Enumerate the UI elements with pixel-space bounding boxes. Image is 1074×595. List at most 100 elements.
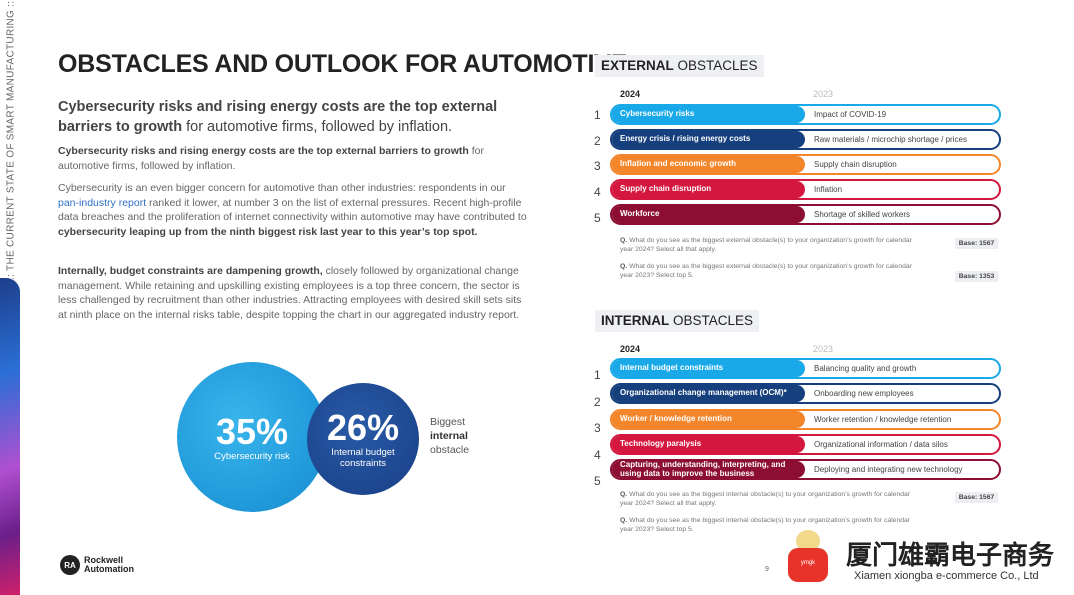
rank-number: 4 xyxy=(594,185,601,199)
paragraph-1: Cybersecurity risks and rising energy co… xyxy=(58,144,528,173)
mascot-shirt-text: ymgk xyxy=(788,548,828,582)
stat-circle-cybersecurity: 35% Cybersecurity risk xyxy=(177,362,327,512)
pan-industry-report-link[interactable]: pan-industry report xyxy=(58,196,147,209)
obstacle-row: Workforce Shortage of skilled workers xyxy=(610,204,1001,225)
watermark-en: Xiamen xiongba e-commerce Co., Ltd xyxy=(854,570,1039,582)
external-header: EXTERNAL OBSTACLES xyxy=(595,55,764,77)
question-prefix: Q. xyxy=(620,237,628,244)
obstacle-2024: Organizational change management (OCM)* xyxy=(612,385,805,402)
lead-bold: Cybersecurity risks and rising energy co… xyxy=(58,99,498,135)
obstacle-row: Technology paralysis Organizational infor… xyxy=(610,434,1001,455)
obstacle-row: Capturing, understanding, interpreting, … xyxy=(610,459,1001,480)
lead-paragraph: Cybersecurity risks and rising energy co… xyxy=(58,97,518,137)
obstacle-2023: Deploying and integrating new technology xyxy=(814,465,963,474)
stat-label: Internal budget constraints xyxy=(331,447,395,469)
stat-caption: Biggest internal obstacle xyxy=(430,415,469,457)
base-badge: Base: 1353 xyxy=(955,271,998,282)
paragraph-2: Cybersecurity is an even bigger concern … xyxy=(58,181,528,239)
obstacle-2024: Internal budget constraints xyxy=(612,360,805,377)
internal-header-bold: INTERNAL xyxy=(601,313,670,328)
obstacle-2024: Workforce xyxy=(612,206,805,223)
title-light: OBSTACLES xyxy=(58,50,215,78)
stat-label: Cybersecurity risk xyxy=(214,450,290,462)
obstacle-row: Organizational change management (OCM)* O… xyxy=(610,383,1001,404)
question-prefix: Q. xyxy=(620,517,628,524)
obstacle-2023: Supply chain disruption xyxy=(814,160,897,169)
base-badge: Base: 1567 xyxy=(955,492,998,503)
obstacle-2023: Organizational information / data silos xyxy=(814,440,948,449)
obstacle-row: Worker / knowledge retention Worker reten… xyxy=(610,409,1001,430)
stat-circle-budget: 26% Internal budget constraints xyxy=(307,383,419,495)
logo-mark-icon: RA xyxy=(60,555,80,575)
rank-number: 2 xyxy=(594,134,601,148)
internal-header-rest: OBSTACLES xyxy=(669,313,754,328)
watermark: ymgk 厦门雄霸电子商务 Xiamen xiongba e-commerce C… xyxy=(778,530,1054,592)
rank-number: 1 xyxy=(594,368,601,382)
caption-bold: internal xyxy=(430,430,468,442)
obstacle-row: Supply chain disruption Inflation xyxy=(610,179,1001,200)
year-2024-label: 2024 xyxy=(620,344,641,354)
year-2024-label: 2024 xyxy=(620,89,641,99)
survey-question: Q. What do you see as the biggest intern… xyxy=(620,517,920,534)
year-2023-label: 2023 xyxy=(813,344,834,354)
lead-rest: for automotive firms, followed by inflat… xyxy=(182,119,453,135)
question-text: What do you see as the biggest external … xyxy=(620,263,912,279)
watermark-cn: 厦门雄霸电子商务 xyxy=(846,540,1055,570)
obstacle-row: Cybersecurity risks Impact of COVID-19 xyxy=(610,104,1001,125)
survey-question: Q. What do you see as the biggest extern… xyxy=(620,263,920,280)
decorative-gradient-panel xyxy=(0,278,20,595)
obstacle-2024: Technology paralysis xyxy=(612,436,805,453)
rank-number: 1 xyxy=(594,108,601,122)
external-header-bold: EXTERNAL xyxy=(601,58,674,73)
obstacle-2024: Energy crisis / rising energy costs xyxy=(612,131,805,148)
logo-line2: Automation xyxy=(84,564,134,574)
question-prefix: Q. xyxy=(620,491,628,498)
obstacle-2023: Onboarding new employees xyxy=(814,389,914,398)
p1-rest: for automotive firms, followed by inflat… xyxy=(58,145,484,172)
obstacle-2024: Worker / knowledge retention xyxy=(612,411,805,428)
question-text: What do you see as the biggest internal … xyxy=(620,517,911,533)
obstacle-2023: Impact of COVID-19 xyxy=(814,110,887,119)
p1-bold: Cybersecurity risks and rising energy co… xyxy=(58,145,469,157)
obstacle-2023: Shortage of skilled workers xyxy=(814,210,911,219)
obstacle-2023: Raw materials / microchip shortage / pri… xyxy=(814,135,967,144)
p2-a: Cybersecurity is an even bigger concern … xyxy=(58,182,506,194)
title-bold: AND OUTLOOK FOR AUTOMOTIVE xyxy=(214,50,628,78)
question-text: What do you see as the biggest external … xyxy=(620,237,912,253)
base-badge: Base: 1567 xyxy=(955,238,998,249)
rank-number: 3 xyxy=(594,421,601,435)
obstacle-row: Energy crisis / rising energy costs Raw m… xyxy=(610,129,1001,150)
question-text: What do you see as the biggest internal … xyxy=(620,491,911,507)
rank-number: 4 xyxy=(594,448,601,462)
page-number: 9 xyxy=(765,566,769,573)
paragraph-3: Internally, budget constraints are dampe… xyxy=(58,264,528,322)
obstacle-2023: Worker retention / knowledge retention xyxy=(814,415,952,424)
obstacle-2024: Inflation and economic growth xyxy=(612,156,805,173)
page-title: OBSTACLES AND OUTLOOK FOR AUTOMOTIVE xyxy=(58,50,627,79)
caption-a: Biggest xyxy=(430,416,466,428)
obstacle-2024: Cybersecurity risks xyxy=(612,106,805,123)
sidebar-report-title: :: THE CURRENT STATE OF SMART MANUFACTUR… xyxy=(5,0,17,280)
caption-b: obstacle xyxy=(430,444,470,456)
rank-number: 5 xyxy=(594,474,601,488)
p2-bold: cybersecurity leaping up from the ninth … xyxy=(58,225,478,238)
rockwell-logo: RA Rockwell Automation xyxy=(60,555,134,575)
stat-value: 35% xyxy=(215,410,289,452)
obstacle-2023: Inflation xyxy=(814,185,843,194)
logo-line1: Rockwell xyxy=(84,555,124,565)
p3-bold: Internally, budget constraints are dampe… xyxy=(58,265,323,277)
internal-header: INTERNAL OBSTACLES xyxy=(595,310,760,332)
stat-value: 26% xyxy=(326,407,400,448)
obstacle-row: Internal budget constraints Balancing qua… xyxy=(610,358,1001,379)
external-header-rest: OBSTACLES xyxy=(673,58,758,73)
survey-question: Q. What do you see as the biggest extern… xyxy=(620,237,920,254)
obstacle-2024: Capturing, understanding, interpreting, … xyxy=(612,461,805,478)
p2-b: ranked it lower, at number 3 on the list… xyxy=(58,196,527,224)
question-prefix: Q. xyxy=(620,263,628,270)
p3-rest: closely followed by organizational chang… xyxy=(58,265,522,321)
survey-question: Q. What do you see as the biggest intern… xyxy=(620,491,920,508)
obstacle-2024: Supply chain disruption xyxy=(612,181,805,198)
obstacle-row: Inflation and economic growth Supply chai… xyxy=(610,154,1001,175)
rank-number: 2 xyxy=(594,395,601,409)
year-2023-label: 2023 xyxy=(813,89,834,99)
